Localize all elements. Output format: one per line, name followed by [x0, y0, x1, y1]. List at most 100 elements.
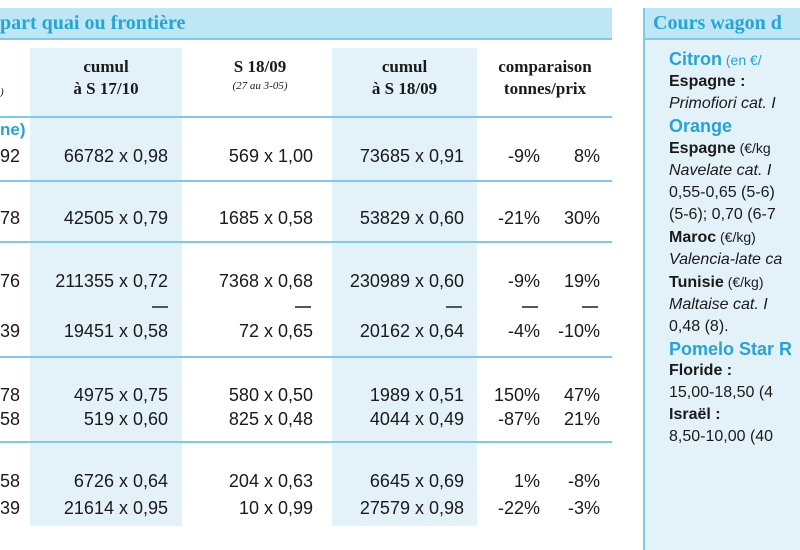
cell-comp-tonnes: -21%	[497, 208, 540, 228]
cell-comp-prix: 8%	[573, 146, 600, 166]
cell-s18: 569 x 1,00	[228, 146, 313, 166]
cell-cumul-s18: 27579 x 0,98	[359, 498, 464, 518]
panel-title: Cours wagon d	[653, 12, 782, 34]
cell-comp-tonnes: -87%	[497, 409, 540, 429]
cell-cumul-s17: 519 x 0,60	[83, 409, 168, 429]
cell-s18: 7368 x 0,68	[218, 271, 313, 291]
cell-s18: 580 x 0,50	[228, 385, 313, 405]
column-header-cumul-s18: cumul à S 18/09	[332, 56, 477, 100]
panel-line-text: 8,50-10,00 (40	[669, 428, 774, 445]
panel-line-variety: Maltaise cat. I	[669, 294, 800, 316]
panel-line-text: Maroc	[669, 229, 717, 246]
column-header-line: cumul	[83, 57, 129, 76]
cell-cumul-s17: 42505 x 0,79	[63, 208, 168, 228]
cell-cumul-s18: 1989 x 0,51	[369, 385, 464, 405]
panel-line-note: (€/kg)	[716, 229, 756, 245]
panel-line-text: Pomelo Star R	[669, 339, 793, 359]
cell-s18: 825 x 0,48	[228, 409, 313, 429]
cell-cumul-s18: 20162 x 0,64	[359, 321, 464, 341]
panel-line-plain: 15,00-18,50 (4	[669, 382, 800, 404]
panel-line-text: Espagne :	[669, 73, 746, 90]
shaded-column-cumul-17	[30, 48, 182, 526]
panel-line-text: (5-6); 0,70 (6-7	[669, 206, 776, 223]
column-header-edge: )	[0, 86, 4, 98]
panel-line-country: Espagne (€/kg	[669, 137, 800, 160]
panel-line-country: Floride :	[669, 360, 800, 382]
cell-s18: 1685 x 0,58	[218, 208, 313, 228]
column-header-line: à S 17/10	[73, 79, 139, 98]
cell-cumul-s17: 6726 x 0,64	[73, 471, 168, 491]
cell-edge: 58	[0, 409, 21, 429]
cell-edge: 58	[0, 471, 21, 491]
panel-line-text: Espagne	[669, 140, 736, 157]
shaded-column-cumul-18	[332, 48, 477, 526]
column-header-s18: S 18/09 (27 au 3-05)	[190, 56, 330, 94]
cell-cumul-s18: 53829 x 0,60	[359, 208, 464, 228]
cell-cumul-s18: 73685 x 0,91	[359, 146, 464, 166]
cell-comp-tonnes: 1%	[513, 471, 540, 491]
dash-separator	[522, 306, 538, 308]
panel-line-text: Valencia-late ca	[669, 251, 783, 268]
panel-line-text: Primofiori cat. I	[669, 95, 776, 112]
cell-comp-prix: 21%	[563, 409, 600, 429]
column-header-cumul-s17: cumul à S 17/10	[30, 56, 182, 100]
dash-separator	[152, 306, 168, 308]
cell-cumul-s17: 211355 x 0,72	[55, 271, 168, 291]
panel-line-text: 0,55-0,65 (5-6)	[669, 184, 775, 201]
row-divider	[0, 356, 612, 358]
cell-cumul-s17: 19451 x 0,58	[63, 321, 168, 341]
panel-body: Citron (en €/ Espagne : Primofiori cat. I O…	[669, 48, 800, 448]
cell-comp-prix: -10%	[557, 321, 600, 341]
dash-separator	[582, 306, 598, 308]
wagon-prices-panel: Cours wagon d Citron (en €/ Espagne : Prim…	[643, 8, 800, 550]
cell-comp-tonnes: -9%	[507, 271, 540, 291]
panel-line-variety: Valencia-late ca	[669, 249, 800, 271]
cell-cumul-s18: 6645 x 0,69	[369, 471, 464, 491]
panel-line-fruit: Citron (en €/	[669, 48, 800, 71]
cell-edge: 92	[0, 146, 21, 166]
panel-line-text: Israël :	[669, 406, 721, 423]
dash-separator	[295, 306, 311, 308]
panel-line-text: 15,00-18,50 (4	[669, 384, 774, 401]
panel-line-text: Floride :	[669, 362, 733, 379]
cell-s18: 72 x 0,65	[238, 321, 313, 341]
panel-line-country: Maroc (€/kg)	[669, 226, 800, 249]
cell-cumul-s18: 230989 x 0,60	[349, 271, 464, 291]
panel-line-country: Espagne :	[669, 71, 800, 93]
panel-line-plain: 0,55-0,65 (5-6)	[669, 182, 800, 204]
panel-line-fruit: Pomelo Star R	[669, 338, 800, 360]
column-header-line: cumul	[381, 57, 428, 76]
cell-edge: 78	[0, 208, 21, 228]
row-divider	[0, 441, 612, 443]
price-table-panel: part quai ou frontière ) cumul à S 17/10…	[0, 8, 612, 526]
cell-comp-prix: -8%	[567, 471, 600, 491]
panel-line-variety: Primofiori cat. I	[669, 93, 800, 115]
table-title-bar: part quai ou frontière	[0, 8, 612, 40]
panel-line-note: (en €/	[722, 52, 762, 68]
column-header-line: comparaison	[498, 57, 592, 76]
column-header-line: S 18/09	[233, 57, 287, 76]
panel-line-note: (€/kg	[735, 140, 771, 156]
dash-separator	[446, 306, 462, 308]
cell-comp-prix: 19%	[563, 271, 600, 291]
panel-line-fruit: Orange	[669, 115, 800, 137]
panel-line-text: 0,48 (8).	[669, 318, 729, 335]
panel-line-plain: (5-6); 0,70 (6-7	[669, 204, 800, 226]
column-header-line: tonnes/prix	[503, 79, 587, 98]
cell-edge: 39	[0, 498, 21, 518]
cell-cumul-s18: 4044 x 0,49	[369, 409, 464, 429]
cell-edge: 39	[0, 321, 21, 341]
cell-comp-tonnes: -22%	[497, 498, 540, 518]
section-label: ne)	[0, 120, 26, 139]
column-header-comparaison: comparaison tonnes/prix	[478, 56, 612, 100]
cell-comp-tonnes: 150%	[493, 385, 540, 405]
cell-comp-prix: 30%	[563, 208, 600, 228]
row-divider	[0, 116, 612, 118]
cell-comp-tonnes: -9%	[507, 146, 540, 166]
cell-s18: 10 x 0,99	[238, 498, 313, 518]
cell-comp-tonnes: -4%	[507, 321, 540, 341]
panel-line-country: Tunisie (€/kg)	[669, 271, 800, 294]
cell-edge: 78	[0, 385, 21, 405]
row-divider	[0, 180, 612, 182]
table-title: part quai ou frontière	[0, 12, 186, 34]
